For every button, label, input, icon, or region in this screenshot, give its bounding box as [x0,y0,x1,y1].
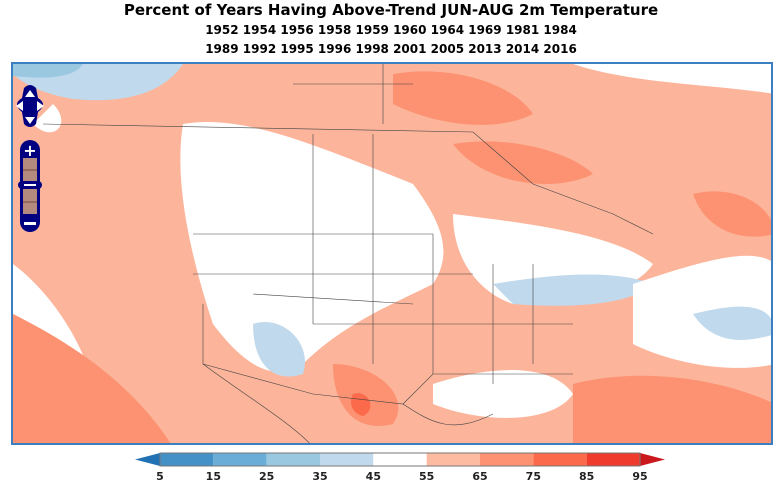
colorbar-tick-label: 25 [259,470,274,483]
map-canvas [13,64,771,443]
pan-down-icon[interactable] [25,117,35,124]
years-line-2: 1989 1992 1995 1996 1998 2001 2005 2013 … [205,42,577,56]
colorbar-segment [586,453,640,466]
colorbar-segment [160,453,214,466]
colorbar-tick-label: 45 [366,470,381,483]
colorbar-over-arrow [640,453,665,466]
zoom-in-button[interactable]: + [23,141,36,160]
colorbar-segment [373,453,427,466]
pan-control[interactable] [16,85,44,127]
colorbar-tick-label: 5 [156,470,164,483]
colorbar-segment [533,453,587,466]
colorbar-segment [320,453,374,466]
colorbar-tick-label: 15 [206,470,221,483]
colorbar-outline [159,452,641,467]
colorbar-segment [480,453,534,466]
years-line-1: 1952 1954 1956 1958 1959 1960 1964 1969 … [205,23,577,37]
colorbar-tick-label: 35 [312,470,327,483]
colorbar-segment [426,453,480,466]
colorbar-tick-label: 85 [579,470,594,483]
colorbar-segment [266,453,320,466]
colorbar-tick-label: 75 [526,470,541,483]
pan-right-icon[interactable] [37,101,44,111]
zoom-out-button[interactable] [24,222,36,225]
colorbar: 5 15 25 35 45 55 65 75 85 95 [135,452,665,483]
temperature-map[interactable] [11,62,773,445]
map-navigation: + [10,84,50,238]
pan-up-icon[interactable] [25,90,35,97]
svg-text:+: + [23,141,36,160]
pan-left-icon[interactable] [16,101,23,111]
map-title: Percent of Years Having Above-Trend JUN-… [123,1,659,19]
colorbar-segment [213,453,267,466]
colorbar-tick-label: 55 [419,470,434,483]
colorbar-tick-label: 65 [472,470,487,483]
colorbar-under-arrow [135,453,160,466]
colorbar-tick-label: 95 [632,470,647,483]
